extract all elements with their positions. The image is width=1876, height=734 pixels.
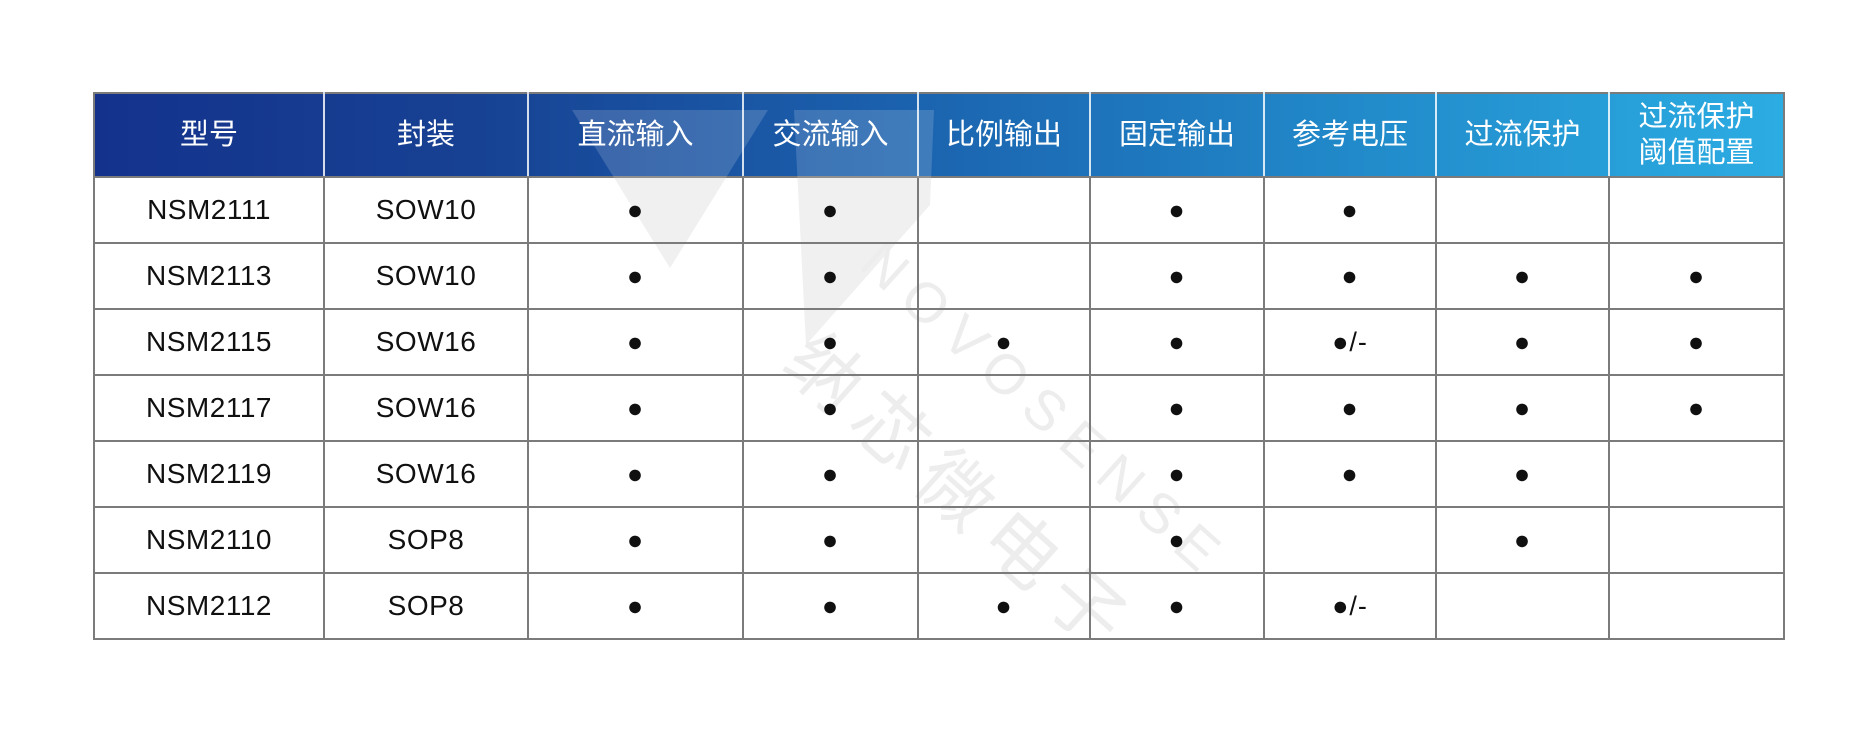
ocp-cell: ●	[1435, 374, 1610, 442]
ratio-output-cell	[917, 440, 1091, 508]
ref-voltage-cell	[1263, 506, 1437, 574]
column-header-dc-input: 直流输入	[527, 93, 743, 178]
fixed-output-cell: ●	[1089, 572, 1265, 640]
dc-input-cell: ●	[527, 506, 744, 574]
ocp-threshold-cell	[1608, 506, 1785, 574]
ocp-threshold-cell: ●	[1608, 308, 1785, 376]
package-cell: SOW10	[323, 176, 529, 244]
dc-input-cell: ●	[527, 242, 744, 310]
ocp-threshold-cell: ●	[1608, 242, 1785, 310]
ocp-cell: ●	[1435, 308, 1610, 376]
product-selection-table: 型号 封装 直流输入 交流输入 比例输出 固定输出 参考电压 过流保护 过流保护 阈值配置 NS…	[93, 92, 1785, 640]
ratio-output-cell	[917, 374, 1091, 442]
dc-input-cell: ●	[527, 308, 744, 376]
fixed-output-cell: ●	[1089, 506, 1265, 574]
dc-input-cell: ●	[527, 572, 744, 640]
ref-voltage-cell: ●	[1263, 176, 1437, 244]
fixed-output-cell: ●	[1089, 374, 1265, 442]
ratio-output-cell	[917, 176, 1091, 244]
dc-input-cell: ●	[527, 440, 744, 508]
table-row-NSM2119: NSM2119 SOW16 ● ● ● ● ●	[93, 440, 1785, 508]
ref-voltage-cell: ●	[1263, 440, 1437, 508]
column-header-model: 型号	[94, 93, 324, 178]
ref-voltage-cell: ●/-	[1263, 572, 1437, 640]
ac-input-cell: ●	[742, 506, 919, 574]
package-cell: SOW16	[323, 308, 529, 376]
table-row-NSM2115: NSM2115 SOW16 ● ● ● ● ●/- ● ●	[93, 308, 1785, 376]
package-cell: SOW16	[323, 374, 529, 442]
fixed-output-cell: ●	[1089, 242, 1265, 310]
column-header-ac-input: 交流输入	[742, 93, 918, 178]
model-cell: NSM2119	[93, 440, 325, 508]
ratio-output-cell: ●	[917, 308, 1091, 376]
dc-input-cell: ●	[527, 374, 744, 442]
ac-input-cell: ●	[742, 242, 919, 310]
column-header-fixed-output: 固定输出	[1089, 93, 1264, 178]
ac-input-cell: ●	[742, 440, 919, 508]
model-cell: NSM2117	[93, 374, 325, 442]
package-cell: SOW10	[323, 242, 529, 310]
column-header-ratio-output: 比例输出	[917, 93, 1090, 178]
column-header-ocp-threshold: 过流保护 阈值配置	[1608, 93, 1784, 178]
ocp-threshold-cell	[1608, 440, 1785, 508]
ac-input-cell: ●	[742, 572, 919, 640]
ocp-cell: ●	[1435, 440, 1610, 508]
column-header-package: 封装	[323, 93, 528, 178]
package-cell: SOP8	[323, 572, 529, 640]
ref-voltage-cell: ●	[1263, 242, 1437, 310]
ac-input-cell: ●	[742, 176, 919, 244]
ref-voltage-cell: ●	[1263, 374, 1437, 442]
fixed-output-cell: ●	[1089, 440, 1265, 508]
table-row-NSM2113: NSM2113 SOW10 ● ● ● ● ● ●	[93, 242, 1785, 310]
ocp-threshold-cell: ●	[1608, 374, 1785, 442]
model-cell: NSM2112	[93, 572, 325, 640]
column-header-ocp: 过流保护	[1435, 93, 1609, 178]
ratio-output-cell: ●	[917, 572, 1091, 640]
table-row-NSM2110: NSM2110 SOP8 ● ● ● ●	[93, 506, 1785, 574]
ac-input-cell: ●	[742, 374, 919, 442]
column-header-ref-voltage: 参考电压	[1263, 93, 1436, 178]
ocp-cell: ●	[1435, 506, 1610, 574]
package-cell: SOP8	[323, 506, 529, 574]
fixed-output-cell: ●	[1089, 176, 1265, 244]
dc-input-cell: ●	[527, 176, 744, 244]
fixed-output-cell: ●	[1089, 308, 1265, 376]
table-row-NSM2112: NSM2112 SOP8 ● ● ● ● ●/-	[93, 572, 1785, 640]
model-cell: NSM2111	[93, 176, 325, 244]
package-cell: SOW16	[323, 440, 529, 508]
ac-input-cell: ●	[742, 308, 919, 376]
ref-voltage-cell: ●/-	[1263, 308, 1437, 376]
ocp-threshold-cell	[1608, 572, 1785, 640]
ocp-cell	[1435, 572, 1610, 640]
model-cell: NSM2110	[93, 506, 325, 574]
model-cell: NSM2113	[93, 242, 325, 310]
ocp-cell: ●	[1435, 242, 1610, 310]
ratio-output-cell	[917, 506, 1091, 574]
model-cell: NSM2115	[93, 308, 325, 376]
ocp-cell	[1435, 176, 1610, 244]
ratio-output-cell	[917, 242, 1091, 310]
ocp-threshold-cell	[1608, 176, 1785, 244]
table-row-NSM2117: NSM2117 SOW16 ● ● ● ● ● ●	[93, 374, 1785, 442]
header-row: 型号 封装 直流输入 交流输入 比例输出 固定输出 参考电压 过流保护 过流保护 阈值配置	[94, 93, 1784, 178]
table-row-NSM2111: NSM2111 SOW10 ● ● ● ●	[93, 176, 1785, 244]
